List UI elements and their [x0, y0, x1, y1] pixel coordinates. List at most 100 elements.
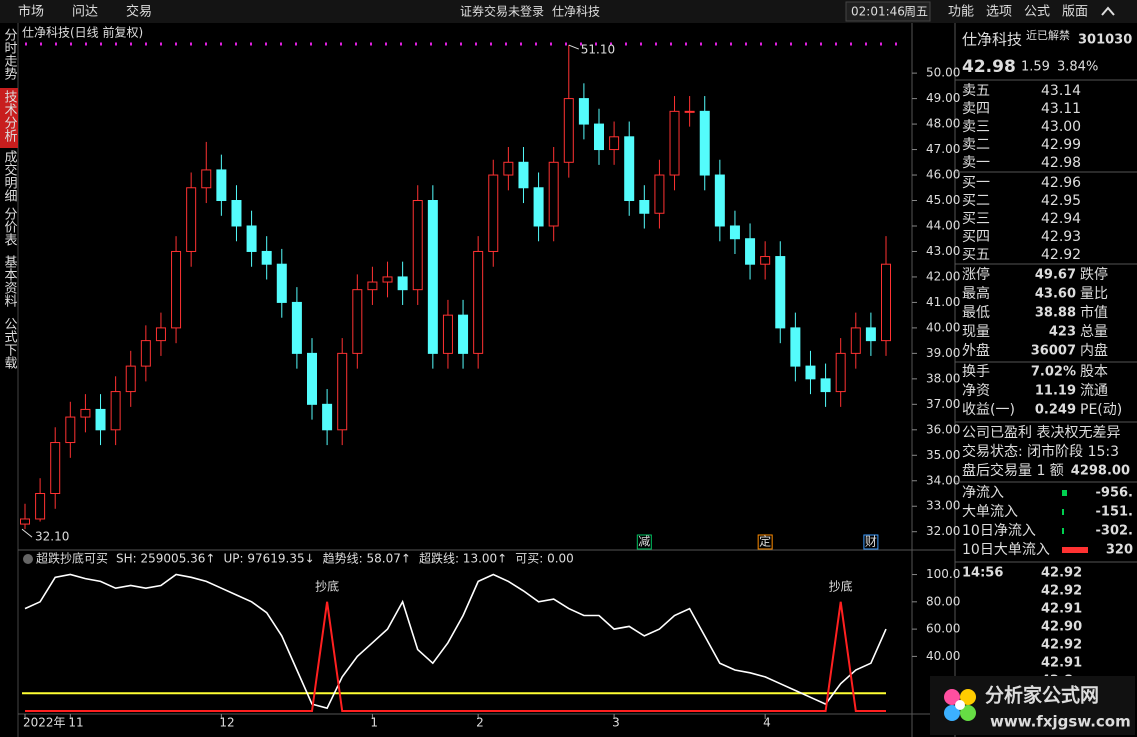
sidebar-tab[interactable]: 分价表	[2, 207, 18, 246]
flow-value: -956.	[1096, 486, 1133, 501]
low-pointer	[21, 528, 33, 538]
candle-body	[533, 187, 544, 227]
date-label: 3	[612, 716, 620, 730]
stat-value: 423	[1049, 325, 1076, 340]
candle-body	[594, 123, 604, 151]
stock-name: 仕净科技	[552, 5, 600, 19]
signal-label: 抄底	[829, 578, 853, 593]
sidebar-tab[interactable]: 成交明细	[2, 150, 18, 202]
event-label: 定	[759, 534, 771, 549]
flow-label: 10日大单流入	[962, 542, 1050, 558]
ask-label: 卖二	[962, 137, 990, 153]
candle-body	[186, 187, 197, 252]
legend-item: SH: 259005.36↑	[116, 552, 215, 566]
candle-body	[699, 110, 710, 176]
indicator-line	[24, 573, 887, 710]
ask-price: 42.98	[1041, 155, 1081, 171]
tool-menu[interactable]: 版面	[1062, 5, 1088, 20]
bid-price: 42.96	[1041, 175, 1081, 191]
legend-item: 超跌线: 13.00↑	[419, 551, 507, 566]
candle-body	[95, 408, 106, 431]
event-marker	[863, 534, 879, 550]
indicator-icon	[23, 554, 33, 564]
y-tick-label: 44.00	[926, 218, 960, 232]
candle-body	[503, 161, 514, 176]
candle-body	[865, 327, 876, 342]
candle-body	[578, 98, 589, 125]
legend-item: 趋势线: 58.07↑	[323, 552, 411, 566]
candle-body	[729, 225, 740, 240]
candle-body	[20, 518, 30, 525]
indicator-line	[25, 601, 886, 712]
stat-label: 内盘	[1080, 342, 1108, 359]
stat-label: 总量	[1080, 324, 1108, 340]
stat-value: 43.60	[1035, 287, 1076, 302]
ask-price: 43.14	[1041, 83, 1081, 99]
candle-body	[155, 327, 166, 342]
sidebar-tab[interactable]: 技术分析	[2, 90, 18, 142]
candle-body	[307, 352, 317, 405]
legend-item: UP: 97619.35↓	[223, 552, 314, 566]
stock-name: 仕净科技	[962, 31, 1022, 49]
y-tick-label: 38.00	[926, 371, 960, 385]
candle-body	[790, 327, 801, 367]
candle-body	[367, 281, 378, 291]
tick-price: 42.91	[1041, 656, 1082, 671]
event-marker	[757, 534, 773, 550]
weekday: 周五	[904, 5, 928, 19]
menu-item[interactable]: 市场	[18, 4, 44, 20]
flow-label: 10日净流入	[962, 523, 1036, 539]
low-label: 32.10	[35, 530, 69, 544]
tick-price: 42.92	[1041, 566, 1082, 581]
logo-center	[955, 700, 965, 710]
after-amount: 4298.00	[1071, 464, 1130, 479]
ask-price: 43.00	[1041, 119, 1081, 135]
candle-body	[171, 250, 182, 329]
y-tick-label: 45.00	[926, 193, 960, 207]
stat-label: 涨停	[962, 266, 990, 283]
stat-label: 股本	[1080, 364, 1108, 380]
candle-body	[427, 200, 438, 354]
stock-tag: 近已解禁	[1026, 28, 1070, 42]
tool-menu[interactable]: 功能	[948, 5, 974, 20]
stat-label: 跌停	[1080, 266, 1108, 283]
candle-body	[458, 314, 469, 354]
candle-body	[337, 352, 348, 431]
last-price: 42.98	[962, 57, 1016, 77]
stat-label: 最高	[962, 285, 990, 302]
y-tick-label: 48.00	[926, 117, 960, 131]
ask-label: 卖三	[962, 119, 990, 135]
stat-label: 外盘	[962, 342, 990, 359]
date-label: 11	[68, 716, 83, 730]
bid-label: 买二	[962, 193, 990, 209]
candle-body	[654, 174, 665, 214]
tool-menu[interactable]: 选项	[986, 5, 1012, 20]
candle-body	[291, 301, 302, 354]
ask-price: 42.99	[1041, 137, 1081, 153]
candle-body	[609, 136, 620, 151]
tool-menu[interactable]: 公式	[1024, 5, 1050, 20]
sidebar-tab[interactable]: 分时走势	[2, 28, 18, 81]
candle-body	[488, 174, 499, 252]
y-tick-label: 39.00	[926, 346, 960, 360]
date-label: 4	[763, 716, 771, 730]
candle-body	[624, 136, 635, 202]
y-tick-label: 40.00	[926, 649, 960, 663]
bid-label: 买一	[962, 175, 990, 191]
menu-item[interactable]: 问达	[72, 5, 98, 20]
flow-label: 大单流入	[962, 504, 1018, 520]
tick-time: 14:56	[962, 566, 1003, 581]
flow-label: 净流入	[962, 485, 1004, 501]
y-tick-label: 100.0	[926, 567, 960, 581]
clock-box	[845, 1, 931, 22]
menu-item[interactable]: 交易	[126, 4, 152, 20]
bid-price: 42.93	[1041, 229, 1081, 245]
sidebar-tab[interactable]: 基本资料	[2, 255, 18, 307]
stat-value: 0.249	[1035, 403, 1076, 418]
flow-value: -302.	[1096, 524, 1133, 539]
sidebar-tab[interactable]: 公式下载	[2, 317, 18, 370]
candle-body	[125, 365, 136, 393]
signal-label: 抄底	[315, 578, 339, 593]
y-tick-label: 41.00	[926, 295, 960, 309]
